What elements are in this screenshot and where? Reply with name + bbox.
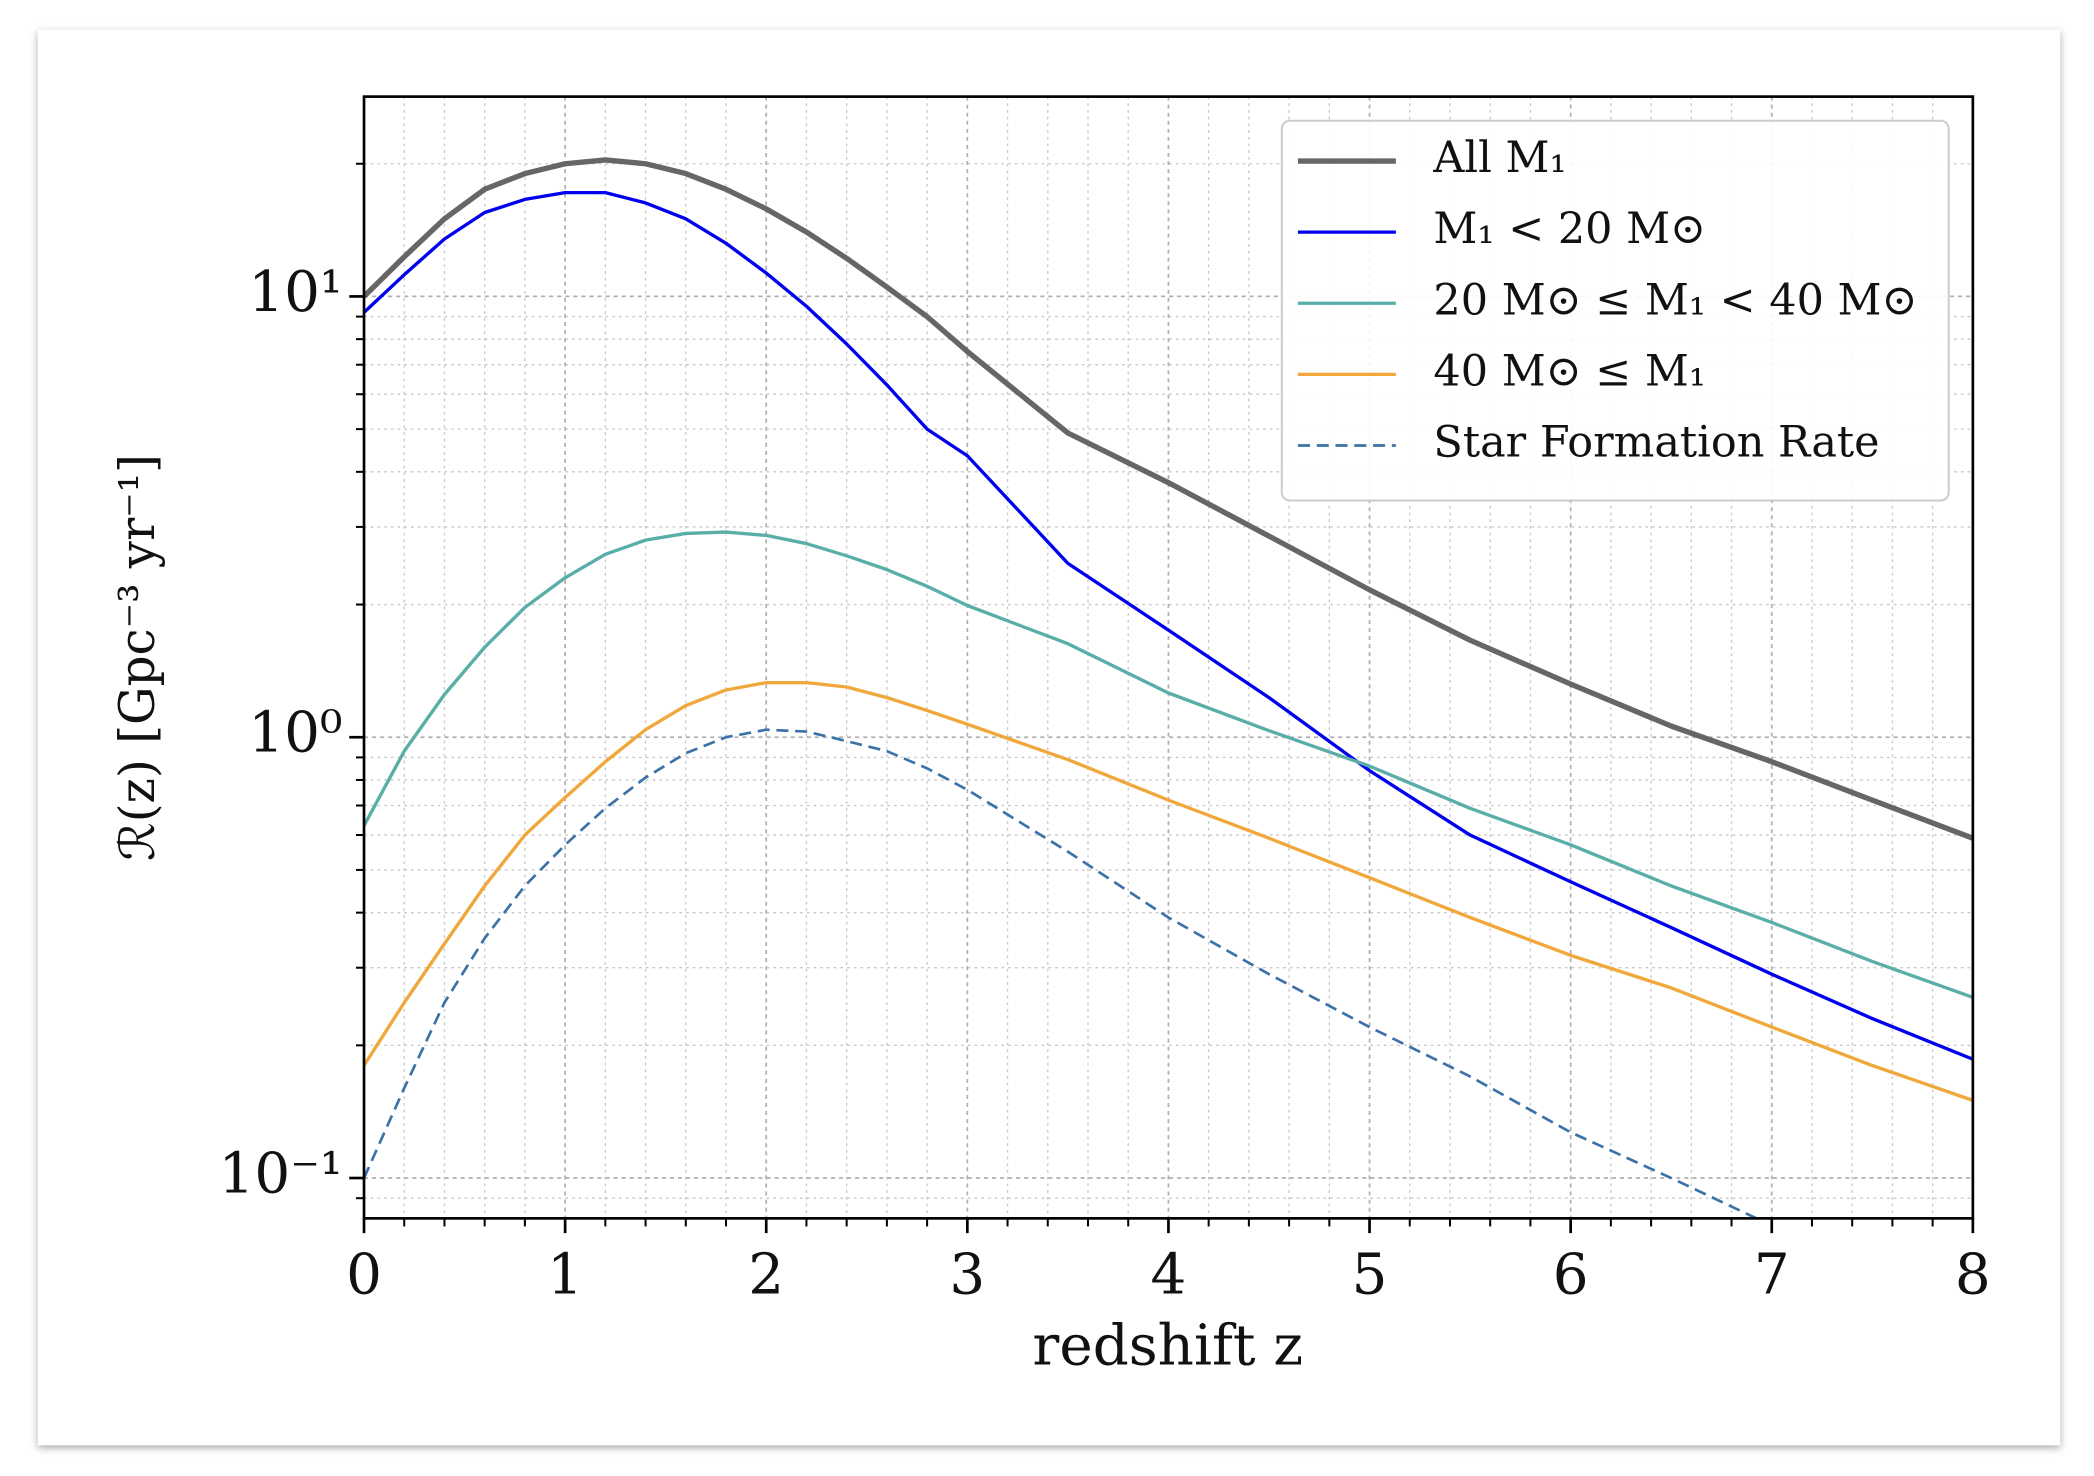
legend-label: All M₁ xyxy=(1432,133,1566,183)
series-line xyxy=(364,530,1973,999)
x-tick-label: 6 xyxy=(1553,1242,1589,1307)
legend-label: Star Formation Rate xyxy=(1433,417,1879,467)
legend-label: 40 M⊙ ≤ M₁ xyxy=(1433,346,1706,396)
y-tick-label: 10¹ xyxy=(248,260,342,325)
x-tick-label: 0 xyxy=(346,1242,382,1307)
x-tick-label: 3 xyxy=(949,1242,985,1307)
legend-label: M₁ < 20 M⊙ xyxy=(1433,204,1706,254)
x-tick-label: 8 xyxy=(1955,1242,1991,1307)
legend-label: 20 M⊙ ≤ M₁ < 40 M⊙ xyxy=(1433,275,1917,325)
x-tick-label: 5 xyxy=(1352,1242,1388,1307)
x-tick-label: 1 xyxy=(547,1242,583,1307)
x-axis-label: redshift z xyxy=(1032,1313,1303,1378)
series-line xyxy=(364,190,1973,1061)
x-tick-label: 4 xyxy=(1151,1242,1187,1307)
legend-box xyxy=(1280,119,1950,502)
plot-frame xyxy=(362,95,1975,1220)
y-tick-label: 10⁰ xyxy=(248,701,342,766)
x-tick-label: 2 xyxy=(748,1242,784,1307)
series-line xyxy=(364,728,1760,1219)
y-axis-label: ℛ(z) [Gpc⁻³ yr⁻¹] xyxy=(110,454,166,861)
series-group xyxy=(364,157,1973,1219)
series-line xyxy=(364,680,1973,1102)
series-line xyxy=(364,157,1973,841)
y-tick-label: 10⁻¹ xyxy=(219,1142,343,1207)
x-tick-label: 7 xyxy=(1754,1242,1790,1307)
